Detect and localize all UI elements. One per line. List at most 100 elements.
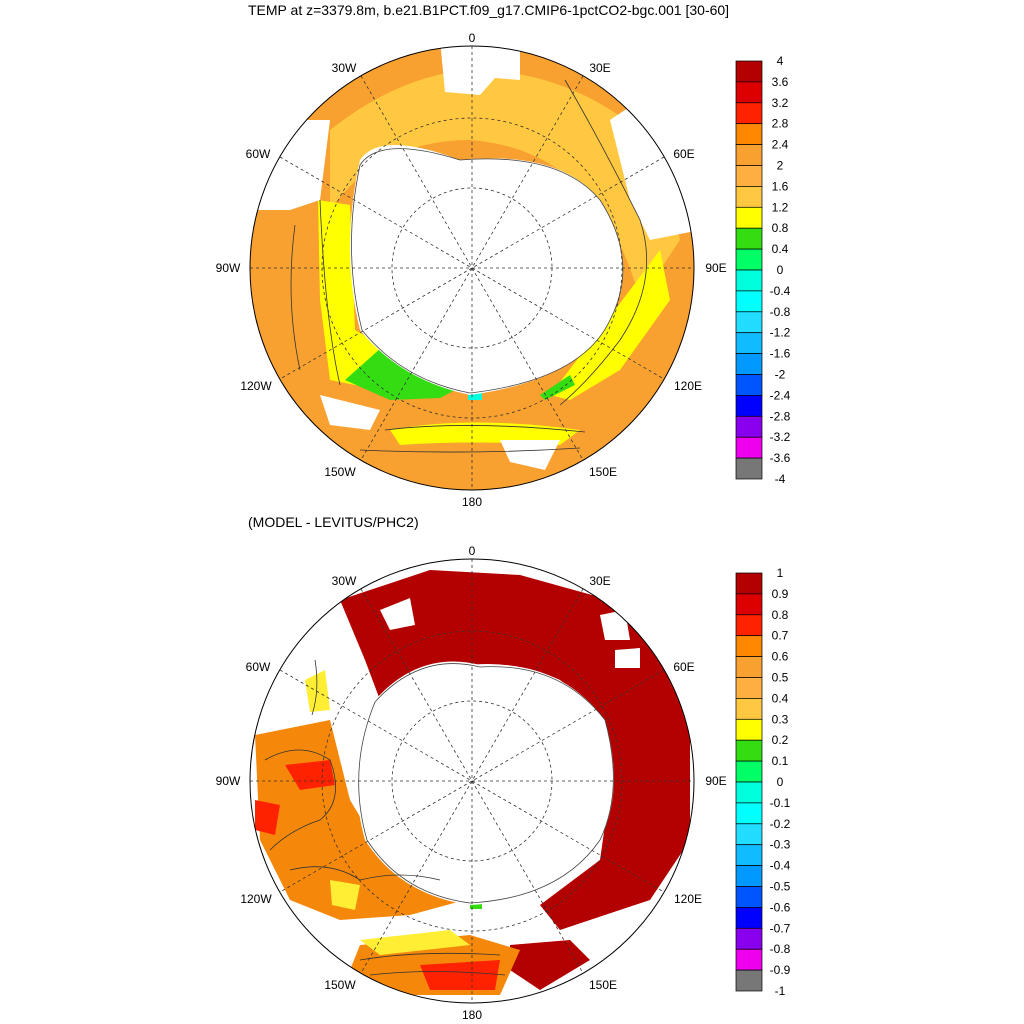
- bottom-colorbar-label: 0.5: [772, 671, 789, 685]
- bottom-colorbar-box: [735, 969, 763, 992]
- top-colorbar-label: 0: [777, 263, 784, 277]
- top-plot-title: TEMP at z=3379.8m, b.e21.B1PCT.f09_g17.C…: [248, 2, 730, 18]
- bottom-colorbar-label: -0.7: [770, 921, 791, 935]
- top-lon-label: 30W: [332, 61, 357, 75]
- top-colorbar-box: [735, 436, 763, 459]
- bottom-colorbar-label: -0.9: [770, 963, 791, 977]
- bottom-colorbar-box: [735, 656, 763, 678]
- top-colorbar-box: [735, 311, 763, 334]
- top-colorbar-box: [735, 165, 763, 187]
- bottom-colorbar-box: [735, 886, 763, 908]
- bottom-yellow-patch-drake: [305, 670, 330, 712]
- top-colorbar-label: 2.4: [772, 138, 789, 152]
- bottom-coastline: [358, 663, 614, 904]
- bottom-warm-anomaly-south: [510, 940, 590, 990]
- top-colorbar-label: -2.4: [770, 388, 791, 402]
- top-colorbar-box: [735, 248, 763, 271]
- bottom-colorbar-label: 0.8: [772, 608, 789, 622]
- bottom-polar-map: 0 30E 60E 90E 120E 150E 180 150W 120W 90…: [216, 544, 727, 1022]
- top-colorbar-label: -3.2: [770, 430, 791, 444]
- bottom-lon-label: 90W: [216, 774, 241, 788]
- top-colorbar-label: 1.6: [772, 179, 789, 193]
- top-colorbar-box: [735, 206, 763, 229]
- top-colorbar-label: -3.6: [770, 451, 791, 465]
- bottom-colorbar-label: 1: [777, 566, 784, 580]
- bottom-meridian: [279, 669, 665, 893]
- top-lon-label: 150E: [589, 465, 617, 479]
- top-colorbar-box: [735, 60, 763, 83]
- bottom-graticule: [250, 559, 694, 1003]
- top-graticule: [250, 46, 694, 490]
- top-colorbar-label: 1.2: [772, 200, 789, 214]
- top-colorbar-label: 3.6: [772, 75, 789, 89]
- top-colorbar-box: [735, 269, 763, 292]
- bottom-colorbar-label: 0.7: [772, 629, 789, 643]
- bottom-lon-label: 30W: [332, 574, 357, 588]
- bottom-colorbar-label: -0.4: [770, 859, 791, 873]
- top-lon-label: 90W: [216, 261, 241, 275]
- top-colorbar-box: [735, 457, 763, 480]
- bottom-plot-title: (MODEL - LEVITUS/PHC2): [248, 514, 419, 530]
- top-polar-map: 0 30E 60E 90E 120E 150E 180 150W 120W 90…: [216, 31, 727, 509]
- top-lon-label: 0: [469, 31, 476, 45]
- bottom-colorbar-box: [735, 823, 763, 846]
- top-lon-label: 90E: [705, 261, 726, 275]
- top-missing-pacific-a: [320, 395, 380, 430]
- bottom-warm-anomaly-east: [340, 570, 690, 930]
- bottom-lon-label: 60E: [673, 660, 694, 674]
- bottom-colorbar-box: [735, 635, 763, 657]
- top-colorbar-label: -1.2: [770, 326, 791, 340]
- bottom-colorbar-box: [735, 802, 763, 825]
- top-contour-line: [359, 447, 581, 453]
- bottom-colorbar-box: [735, 739, 763, 762]
- top-meridian: [279, 156, 665, 380]
- top-meridian: [360, 75, 584, 461]
- top-green-patch-east: [540, 375, 575, 400]
- bottom-colorbar-box: [735, 614, 763, 637]
- bottom-colorbar-label: -0.8: [770, 942, 791, 956]
- top-yellow-band-east: [550, 250, 670, 400]
- bottom-colorbar-box: [735, 677, 763, 699]
- top-colorbar-label: 0.4: [772, 242, 789, 256]
- top-lon-label: 150W: [324, 465, 356, 479]
- bottom-colorbar-label: 0.2: [772, 733, 789, 747]
- top-colorbar-box: [735, 144, 763, 166]
- top-colorbar-box: [735, 415, 763, 438]
- bottom-colorbar-label: -0.2: [770, 817, 791, 831]
- bottom-lon-label: 180: [462, 1008, 482, 1022]
- top-colorbar-label: 0.8: [772, 221, 789, 235]
- bottom-lon-label: 150W: [324, 978, 356, 992]
- bottom-colorbar-label: -0.1: [770, 796, 791, 810]
- bottom-lon-label: 120E: [674, 892, 702, 906]
- bottom-colorbar-label: 0.9: [772, 587, 789, 601]
- top-colorbar-box: [735, 374, 763, 396]
- top-meridian: [360, 75, 584, 461]
- top-colorbar-box: [735, 81, 763, 104]
- bottom-red-blob: [285, 760, 335, 790]
- bottom-colorbar-box: [735, 760, 763, 783]
- bottom-contour-line: [369, 971, 506, 976]
- top-missing-atlantic: [440, 46, 520, 95]
- bottom-meridian: [279, 669, 665, 893]
- bottom-meridian: [360, 588, 584, 974]
- bottom-yellow-patch: [330, 880, 360, 910]
- bottom-colorbar-box: [735, 781, 763, 804]
- top-colorbar-box: [735, 186, 763, 208]
- top-colorbar-label: -2.8: [770, 409, 791, 423]
- top-colorbar-label: 3.2: [772, 96, 789, 110]
- bottom-colorbar-box: [735, 698, 763, 720]
- top-antarctica: [350, 145, 623, 395]
- bottom-colorbar-box: [735, 865, 763, 887]
- top-colorbar-box: [735, 353, 763, 375]
- top-colorbar-label: 4: [777, 54, 784, 68]
- bottom-lon-label: 90E: [705, 774, 726, 788]
- top-colorbar-box: [735, 395, 763, 417]
- top-contour-line: [559, 79, 648, 406]
- top-colorbar-box: [735, 290, 763, 313]
- bottom-colorbar-box: [735, 907, 763, 929]
- bottom-colorbar-box: [735, 844, 763, 866]
- top-yellow-band-south: [390, 422, 580, 445]
- top-coastline: [351, 148, 624, 394]
- bottom-red-blob: [420, 960, 500, 990]
